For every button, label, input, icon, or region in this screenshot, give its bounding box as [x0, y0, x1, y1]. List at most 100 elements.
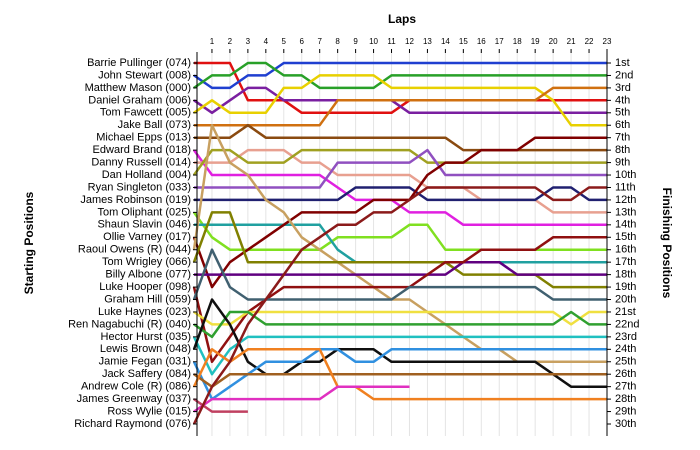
lap-label: 2	[228, 37, 233, 46]
y-tick-label: Jamie Fegan (031)	[99, 356, 191, 368]
lap-label: 13	[423, 37, 432, 46]
y-tick-label: Daniel Graham (006)	[88, 94, 191, 106]
y-tick-label: Graham Hill (059)	[104, 293, 191, 305]
y-tick-label: Shaun Slavin (046)	[97, 219, 191, 231]
lap-label: 11	[387, 37, 396, 46]
lap-label: 16	[477, 37, 486, 46]
driver-line	[193, 61, 607, 90]
y2-tick-label: 6th	[615, 119, 630, 131]
driver-line	[193, 385, 410, 413]
y2-tick-label: 10th	[615, 169, 636, 181]
y2-tick-label: 25th	[615, 356, 636, 368]
y-tick-label: Edward Brand (018)	[93, 144, 191, 156]
y-tick-label: Hector Hurst (035)	[101, 331, 191, 343]
y2-tick-label: 30th	[615, 418, 636, 430]
lap-label: 4	[264, 37, 269, 46]
y-tick-label: Dan Holland (004)	[102, 169, 191, 181]
lap-label: 21	[567, 37, 576, 46]
driver-line	[193, 372, 607, 388]
driver-line	[194, 148, 607, 214]
y2-tick-label: 27th	[615, 381, 636, 393]
y2-tick-label: 4th	[615, 94, 630, 106]
y2-tick-label: 1st	[615, 57, 630, 69]
y2-tick-label: 17th	[615, 256, 636, 268]
y-tick-label: Danny Russell (014)	[91, 156, 191, 168]
lap-label: 23	[603, 37, 612, 46]
y-tick-label: John Stewart (008)	[98, 69, 191, 81]
lap-label: 20	[549, 37, 558, 46]
y2-tick-label: 15th	[615, 231, 636, 243]
driver-line	[193, 310, 607, 326]
driver-line	[192, 186, 607, 425]
driver-line	[194, 86, 607, 127]
y2-tick-label: 11th	[615, 181, 636, 193]
y-tick-label: Ren Nagabuchi (R) (040)	[68, 318, 191, 330]
driver-line	[194, 260, 607, 276]
lap-label: 3	[246, 37, 251, 46]
y2-tick-label: 14th	[615, 219, 636, 231]
y2-tick-label: 12th	[615, 194, 636, 206]
y2-tick-label: 16th	[615, 244, 636, 256]
driver-line	[194, 148, 607, 189]
driver-line	[193, 310, 607, 339]
driver-line	[192, 123, 607, 364]
driver-line	[193, 86, 607, 115]
y2-tick-label: 7th	[615, 132, 630, 144]
lap-label: 9	[353, 37, 358, 46]
y-tick-label: James Robinson (019)	[80, 194, 191, 206]
y-tick-label: Ryan Singleton (033)	[88, 181, 191, 193]
lap-label: 19	[531, 37, 540, 46]
y2-tick-label: 8th	[615, 144, 630, 156]
y-tick-label: James Greenway (037)	[77, 393, 191, 405]
driver-line	[192, 335, 607, 376]
y-tick-label: Michael Epps (013)	[96, 132, 191, 144]
lap-label: 18	[513, 37, 522, 46]
lap-label: 22	[585, 37, 594, 46]
lap-label: 5	[282, 37, 287, 46]
y-tick-label: Tom Wrigley (066)	[102, 256, 191, 268]
y2-tick-label: 23rd	[615, 331, 637, 343]
driver-line	[193, 61, 607, 90]
y-tick-label: Tom Oliphant (025)	[97, 206, 191, 218]
y2-tick-label: 29th	[615, 405, 636, 417]
lap-label: 6	[300, 37, 305, 46]
y2-tick-label: 24th	[615, 343, 636, 355]
y-tick-label: Tom Fawcett (005)	[100, 107, 191, 119]
y2-tick-label: 19th	[615, 281, 636, 293]
driver-line	[193, 74, 607, 127]
y-tick-label: Billy Albone (077)	[105, 269, 191, 281]
y2-tick-label: 22nd	[615, 318, 639, 330]
chart-title: Laps	[388, 12, 416, 26]
y2-tick-label: 5th	[615, 107, 630, 119]
y-tick-label: Ross Wylie (015)	[107, 405, 191, 417]
y2-tick-label: 2nd	[615, 69, 633, 81]
lap-label: 12	[405, 37, 414, 46]
driver-line	[192, 298, 607, 388]
y2-tick-label: 13th	[615, 206, 636, 218]
y-axis-title: Starting Positions	[22, 191, 36, 294]
y-tick-label: Richard Raymond (076)	[74, 418, 191, 430]
lap-label: 8	[335, 37, 340, 46]
y2-tick-label: 9th	[615, 156, 630, 168]
driver-line	[192, 211, 607, 289]
y2-axis-title: Finishing Positions	[660, 188, 674, 299]
driver-line	[192, 148, 607, 176]
y-tick-label: Matthew Mason (000)	[85, 82, 191, 94]
y-tick-label: Luke Haynes (023)	[98, 306, 191, 318]
lap-label: 10	[369, 37, 378, 46]
driver-line	[192, 348, 607, 401]
y-tick-label: Andrew Cole (R) (086)	[81, 381, 191, 393]
y-tick-label: Ollie Varney (017)	[103, 231, 191, 243]
driver-line	[194, 186, 607, 202]
y2-tick-label: 28th	[615, 393, 636, 405]
y2-tick-label: 20th	[615, 293, 636, 305]
driver-line	[192, 211, 607, 251]
y2-tick-label: 3rd	[615, 82, 631, 94]
driver-line	[192, 136, 607, 289]
y2-tick-label: 21st	[615, 306, 636, 318]
driver-line	[192, 248, 607, 301]
driver-line	[194, 123, 607, 152]
y2-tick-label: 18th	[615, 269, 636, 281]
y-tick-label: Luke Hooper (098)	[99, 281, 191, 293]
lap-label: 15	[459, 37, 468, 46]
